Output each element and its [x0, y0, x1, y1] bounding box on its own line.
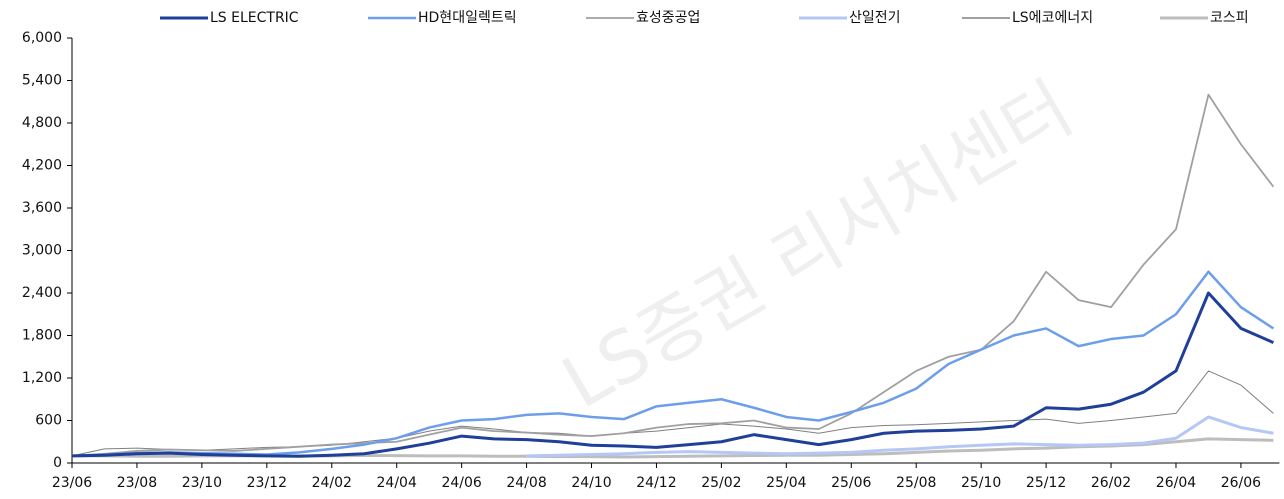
series-line — [71, 291, 1274, 458]
series-line — [71, 93, 1275, 457]
x-tick-label: 23/12 — [247, 475, 287, 491]
y-tick-label: 600 — [35, 413, 62, 429]
y-tick-label: 0 — [53, 455, 62, 471]
x-tick-label: 25/06 — [831, 475, 871, 491]
x-tick-label: 24/02 — [312, 475, 352, 491]
x-tick-label: 24/10 — [571, 475, 611, 491]
x-tick-label: 26/04 — [1156, 475, 1196, 491]
legend-label: HD현대일렉트릭 — [418, 10, 517, 26]
series-line — [71, 370, 1274, 457]
x-tick-label: 25/02 — [701, 475, 741, 491]
x-tick-label: 23/08 — [117, 475, 157, 491]
x-tick-label: 24/06 — [441, 475, 481, 491]
legend-label: 코스피 — [1210, 10, 1249, 26]
x-tick-label: 26/02 — [1091, 475, 1131, 491]
legend-label: LS ELECTRIC — [210, 10, 299, 26]
y-tick-label: 3,600 — [22, 200, 62, 216]
x-tick-label: 24/12 — [636, 475, 676, 491]
x-tick-label: 24/04 — [377, 475, 417, 491]
y-tick-label: 6,000 — [22, 30, 62, 46]
series-line — [71, 270, 1275, 458]
y-tick-label: 5,400 — [22, 73, 62, 89]
watermark: LS증권 리서치센터 — [548, 66, 1086, 425]
y-tick-label: 1,200 — [22, 370, 62, 386]
x-tick-label: 24/08 — [506, 475, 546, 491]
x-tick-label: 25/10 — [961, 475, 1001, 491]
y-tick-label: 4,800 — [22, 115, 62, 131]
y-tick-label: 2,400 — [22, 285, 62, 301]
y-tick-label: 3,000 — [22, 243, 62, 259]
legend-label: LS에코에너지 — [1012, 10, 1093, 26]
y-tick-label: 4,200 — [22, 158, 62, 174]
legend-label: 효성중공업 — [636, 10, 700, 26]
x-tick-label: 26/06 — [1221, 475, 1261, 491]
legend-label: 산일전기 — [849, 10, 901, 26]
x-tick-label: 23/10 — [182, 475, 222, 491]
x-tick-label: 23/06 — [52, 475, 92, 491]
y-tick-label: 1,800 — [22, 328, 62, 344]
x-tick-label: 25/08 — [896, 475, 936, 491]
x-tick-label: 25/12 — [1026, 475, 1066, 491]
series-line — [526, 415, 1274, 458]
x-tick-label: 25/04 — [766, 475, 806, 491]
